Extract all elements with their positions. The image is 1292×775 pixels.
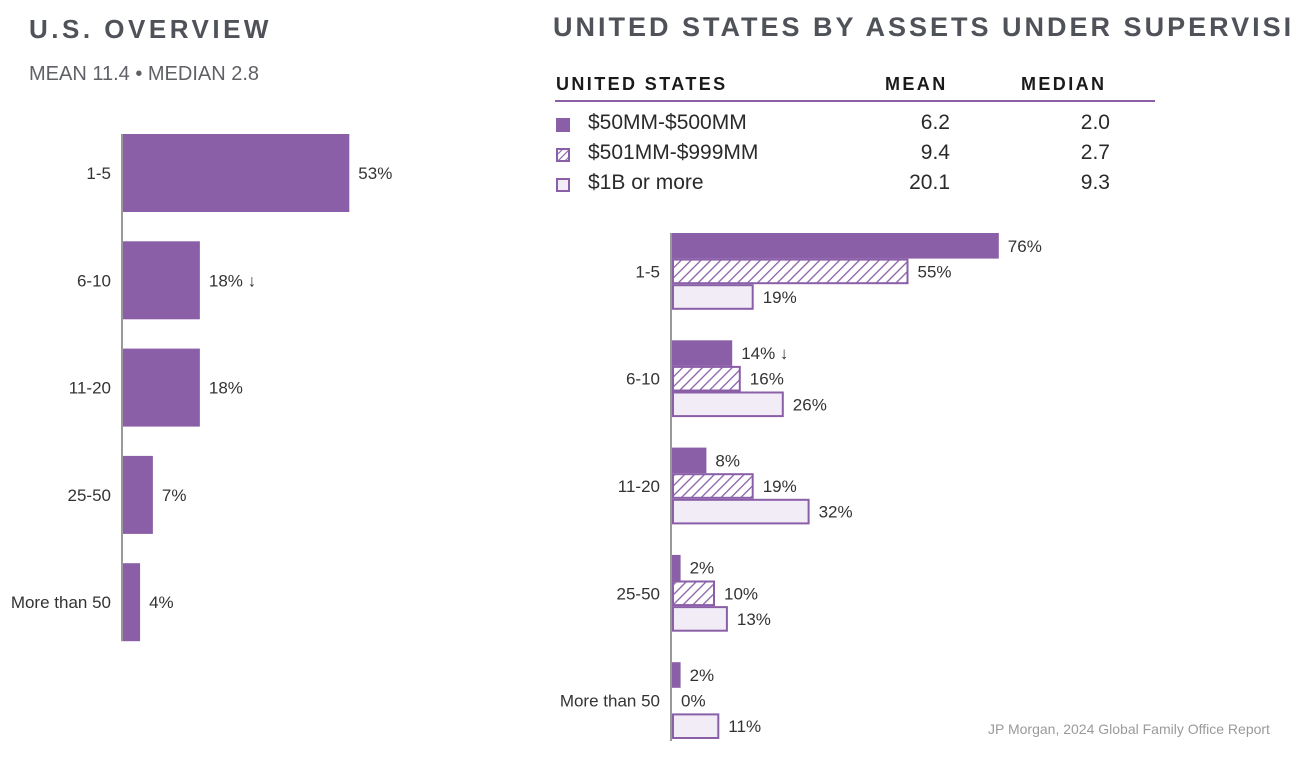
right-value-label: 2% <box>690 559 715 578</box>
right-bar-solid <box>672 662 681 688</box>
table-row-median: 9.3 <box>1080 171 1110 194</box>
right-category-label: 25-50 <box>617 584 660 603</box>
left-category-label: More than 50 <box>11 593 111 612</box>
right-value-label: 2% <box>690 666 715 685</box>
table-row-label: $501MM-$999MM <box>588 141 759 164</box>
right-bar-light <box>672 284 754 310</box>
source-note: JP Morgan, 2024 Global Family Office Rep… <box>988 721 1270 737</box>
legend-swatch-light <box>556 178 570 192</box>
right-bar-hatched <box>672 365 741 392</box>
right-bar-hatched <box>672 473 754 499</box>
right-bar-light <box>672 713 720 740</box>
right-value-label: 11% <box>728 717 761 736</box>
left-category-label: 1-5 <box>86 164 111 183</box>
left-value-label: 7% <box>162 486 187 505</box>
right-value-label: 16% <box>750 370 784 389</box>
right-value-label: 19% <box>763 477 797 496</box>
right-category-label: 11-20 <box>618 477 660 496</box>
left-value-label: 53% <box>358 164 392 183</box>
right-bar-solid <box>672 554 681 581</box>
left-value-label: 4% <box>149 593 174 612</box>
right-bar-solid <box>672 233 999 259</box>
right-bar-solid <box>672 340 733 366</box>
right-bar-chart: 1-5 76% 55% 19% 6-10 14% ↓ 16% 26% 11-20 8% 19% 32%… <box>560 233 1042 741</box>
right-value-label: 55% <box>918 262 952 281</box>
table-header-group: UNITED STATES <box>556 74 728 94</box>
table-row-mean: 20.1 <box>909 171 950 194</box>
right-value-label: 76% <box>1008 237 1042 256</box>
right-bar-hatched <box>672 580 715 607</box>
left-bar <box>123 563 141 642</box>
left-bar <box>123 348 200 427</box>
left-bar-chart: 1-5 53% 6-10 18% ↓ 11-20 18% 25-50 7% More than … <box>11 134 392 642</box>
left-bar <box>123 241 200 320</box>
left-category-label: 6-10 <box>77 271 111 290</box>
right-category-label: 6-10 <box>626 370 660 389</box>
right-bar-light <box>672 498 810 525</box>
left-value-label: 18% <box>209 379 243 398</box>
right-value-label: 0% <box>681 692 706 711</box>
left-chart-title: U.S. OVERVIEW <box>29 14 272 44</box>
table-row-median: 2.7 <box>1080 141 1110 164</box>
table-header-mean: MEAN <box>885 74 948 94</box>
table-row-label: $50MM-$500MM <box>588 111 747 134</box>
legend-swatch-solid <box>556 118 570 132</box>
right-bar-hatched <box>672 258 909 285</box>
legend-swatch-hatched <box>556 148 570 162</box>
left-value-label: 18% ↓ <box>209 271 256 290</box>
left-chart-subtitle: MEAN 11.4 • MEDIAN 2.8 <box>29 63 260 85</box>
table-row-mean: 9.4 <box>920 141 950 164</box>
right-value-label: 32% <box>819 503 853 522</box>
right-value-label: 8% <box>715 451 740 470</box>
right-value-label: 26% <box>793 395 827 414</box>
left-category-label: 11-20 <box>69 379 111 398</box>
left-category-label: 25-50 <box>68 486 111 505</box>
right-bar-light <box>672 606 728 632</box>
right-value-label: 14% ↓ <box>741 344 788 363</box>
right-bar-solid <box>672 447 707 474</box>
table-row-median: 2.0 <box>1080 111 1110 134</box>
right-chart-title: UNITED STATES BY ASSETS UNDER SUPERVISIO… <box>553 12 1292 42</box>
right-value-label: 13% <box>737 610 771 629</box>
table-row-mean: 6.2 <box>920 111 950 134</box>
right-value-label: 10% <box>724 584 758 603</box>
table-header-median: MEDIAN <box>1021 74 1107 94</box>
table-row-label: $1B or more <box>588 171 704 194</box>
left-bar <box>123 455 153 534</box>
right-category-label: 1-5 <box>635 262 660 281</box>
right-category-label: More than 50 <box>560 692 660 711</box>
table-header-rule <box>555 100 1155 102</box>
right-bar-light <box>672 391 784 418</box>
left-bar <box>123 134 350 212</box>
right-value-label: 19% <box>763 288 797 307</box>
